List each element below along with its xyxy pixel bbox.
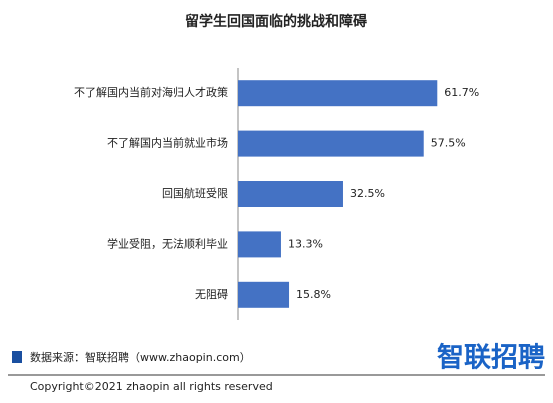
category-label: 无阻碍: [195, 288, 228, 301]
bar: [238, 80, 438, 107]
value-label: 57.5%: [431, 137, 466, 150]
value-label: 32.5%: [350, 187, 385, 200]
value-label: 13.3%: [288, 237, 323, 250]
value-label: 15.8%: [296, 288, 331, 301]
value-label: 61.7%: [444, 86, 479, 99]
category-label: 不了解国内当前就业市场: [107, 136, 228, 150]
bar: [238, 281, 290, 308]
source-marker: [12, 351, 22, 363]
category-label: 学业受阻，无法顺利毕业: [107, 236, 228, 250]
category-label: 不了解国内当前对海归人才政策: [74, 85, 228, 99]
category-label: 回国航班受限: [162, 186, 228, 200]
bar: [238, 231, 281, 258]
chart-title: 留学生回国面临的挑战和障碍: [185, 13, 367, 30]
source: 数据来源：智联招聘（www.zhaopin.com）: [30, 350, 251, 364]
bar: [238, 181, 343, 207]
copyright: Copyright©2021 zhaopin all rights reserv…: [30, 380, 273, 393]
bar: [238, 130, 424, 157]
logo: 智联招聘: [437, 343, 545, 374]
